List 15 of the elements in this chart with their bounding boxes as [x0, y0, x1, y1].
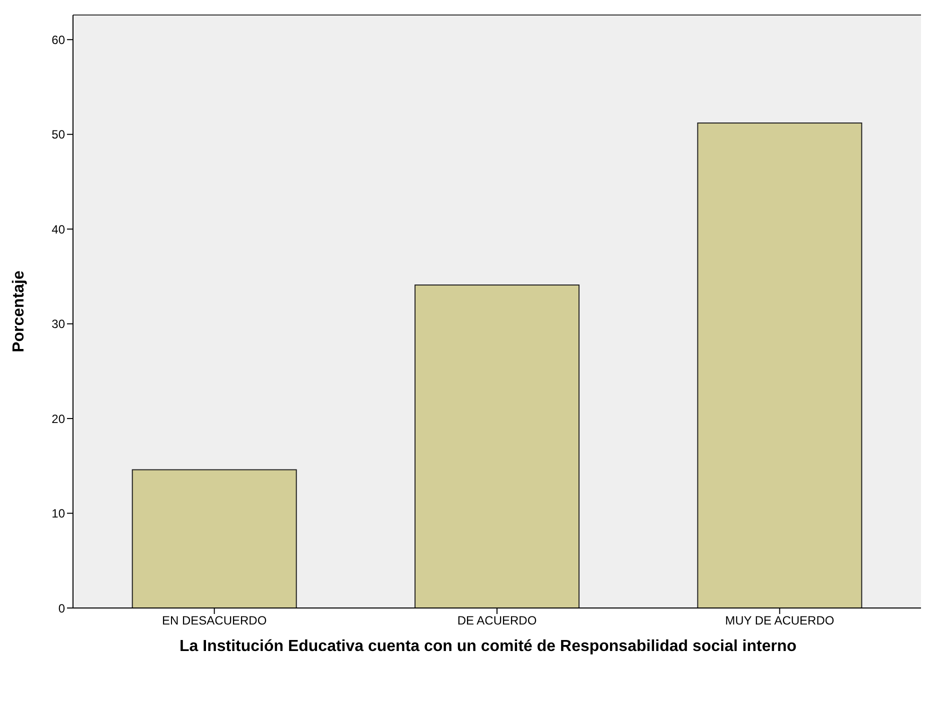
bar: [697, 122, 862, 608]
x-tick-label: DE ACUERDO: [457, 614, 537, 628]
x-tick-label: MUY DE ACUERDO: [725, 614, 834, 628]
y-tick-label: 0: [58, 601, 66, 616]
y-tick-label: 50: [52, 128, 66, 142]
y-tick-label: 10: [52, 506, 66, 521]
x-axis-title: La Institución Educativa cuenta con un comité de Responsabilidad social interno: [178, 638, 798, 655]
x-tick-label: EN DESACUERDO: [162, 614, 267, 628]
y-axis-title: Porcentaje: [10, 270, 28, 352]
bar: [132, 469, 297, 608]
y-tick-label: 30: [52, 317, 66, 332]
y-tick-label: 40: [52, 222, 66, 236]
bar: [414, 284, 580, 608]
y-tick-label: 60: [52, 32, 66, 47]
y-tick-label: 20: [52, 412, 66, 426]
